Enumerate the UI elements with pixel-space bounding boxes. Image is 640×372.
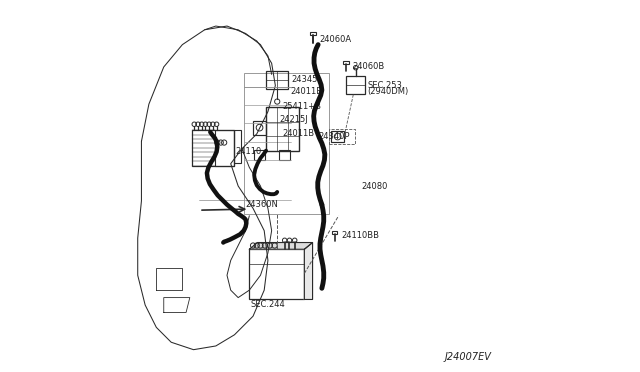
Text: 24345: 24345 (291, 75, 317, 84)
Text: SEC.253: SEC.253 (367, 81, 403, 90)
Bar (346, 76, 365, 94)
Text: 24360N: 24360N (246, 200, 278, 209)
Bar (344, 61, 349, 64)
Text: 24011B: 24011B (291, 87, 323, 96)
Polygon shape (305, 243, 312, 299)
Text: SEC.244: SEC.244 (250, 300, 285, 309)
Bar (253, 121, 266, 135)
Bar (254, 150, 265, 160)
Text: 24080: 24080 (361, 182, 387, 191)
Bar (310, 32, 316, 35)
Bar (250, 249, 305, 299)
Bar (266, 71, 289, 89)
Bar (332, 231, 337, 234)
Polygon shape (250, 243, 312, 249)
Text: 24060A: 24060A (319, 35, 351, 44)
Bar (279, 150, 291, 160)
Bar (191, 130, 234, 166)
Bar (266, 107, 299, 151)
Text: 24340P: 24340P (319, 132, 350, 141)
Text: 24011B: 24011B (283, 129, 315, 138)
Text: (2940DM): (2940DM) (367, 87, 409, 96)
Text: 25411+B: 25411+B (283, 102, 322, 110)
Text: J24007EV: J24007EV (444, 352, 491, 362)
Bar (215, 130, 234, 166)
Text: 24215J: 24215J (279, 115, 308, 124)
Bar (331, 131, 344, 142)
Text: 24110BB: 24110BB (342, 231, 380, 240)
Bar (234, 130, 241, 163)
Text: 24110: 24110 (236, 147, 262, 156)
Bar (244, 73, 330, 214)
Text: 24060B: 24060B (353, 62, 385, 71)
